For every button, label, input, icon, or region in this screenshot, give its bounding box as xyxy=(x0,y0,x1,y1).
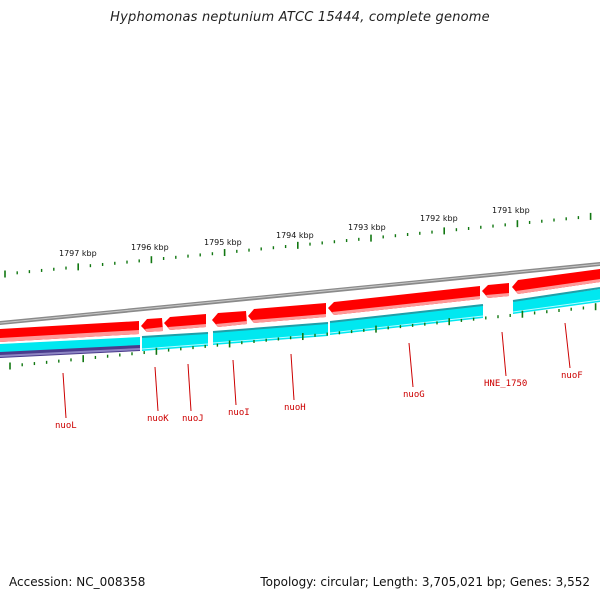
kbp-label: 1797 kbp xyxy=(59,249,97,258)
gene-arrow-nuoF[interactable] xyxy=(512,269,600,294)
kbp-label: 1794 kbp xyxy=(276,231,314,240)
gene-leader-lines xyxy=(62,322,571,419)
gene-label-nuoI[interactable]: nuoI xyxy=(228,408,250,418)
kbp-label-group: 1797 kbp 1796 kbp 1795 kbp 1794 kbp 1793… xyxy=(59,206,530,258)
kbp-label: 1793 kbp xyxy=(348,223,386,232)
scale-tick-track-lower xyxy=(9,303,597,370)
leader-line-nuoL xyxy=(62,372,67,419)
leader-line-nuoJ xyxy=(187,363,192,412)
leader-line-nuoH xyxy=(290,353,295,401)
gene-arrow-nuoG-shade xyxy=(332,296,480,315)
gene-arrow-nuoJ-shade xyxy=(168,324,206,330)
gene-arrow-HNE_1750-shade xyxy=(486,293,509,298)
leader-line-nuoF xyxy=(564,322,571,369)
cds-segment xyxy=(142,333,208,351)
leader-line-nuoG xyxy=(408,342,414,388)
cds-segment xyxy=(513,289,600,314)
cds-segment xyxy=(330,305,483,335)
purple-track-highlight xyxy=(0,348,140,357)
accession-text: Accession: NC_008358 xyxy=(9,575,146,589)
gene-arrow-nuoF-shade xyxy=(516,279,600,294)
genome-backbone-highlight xyxy=(0,263,600,324)
kbp-label: 1792 kbp xyxy=(420,214,458,223)
gene-arrow-nuoH-shade xyxy=(252,314,326,323)
cds-track-cyan xyxy=(0,287,600,354)
cds-edge xyxy=(141,332,209,338)
cds-edge xyxy=(512,287,600,302)
gene-arrow-nuoG[interactable] xyxy=(328,286,480,315)
gene-arrow-nuoL-shade xyxy=(0,330,139,342)
cds-segment xyxy=(213,323,328,345)
gene-arrow-nuoI-shade xyxy=(216,321,247,327)
gene-label-nuoH[interactable]: nuoH xyxy=(284,403,306,413)
kbp-label: 1791 kbp xyxy=(492,206,530,215)
genome-summary-text: Topology: circular; Length: 3,705,021 bp… xyxy=(260,575,590,589)
map-title: Hyphomonas neptunium ATCC 15444, complet… xyxy=(110,10,490,25)
cds-edge xyxy=(329,304,484,323)
gene-arrow-nuoK-shade xyxy=(145,327,163,332)
gene-label-nuoF[interactable]: nuoF xyxy=(561,371,583,381)
gene-track-red xyxy=(0,269,600,342)
cds-segment xyxy=(0,337,140,354)
kbp-label: 1795 kbp xyxy=(204,238,242,247)
gene-label-HNE_1750[interactable]: HNE_1750 xyxy=(484,379,527,389)
leader-line-HNE_1750 xyxy=(501,331,507,377)
kbp-label: 1796 kbp xyxy=(131,243,169,252)
leader-line-nuoK xyxy=(154,366,159,412)
gene-label-group: nuoL nuoK nuoJ nuoI nuoH nuoG HNE_1750 n… xyxy=(55,371,583,431)
gene-label-nuoK[interactable]: nuoK xyxy=(147,414,169,424)
leader-line-nuoI xyxy=(232,359,237,406)
gene-label-nuoJ[interactable]: nuoJ xyxy=(182,414,204,424)
gene-label-nuoG[interactable]: nuoG xyxy=(403,390,425,400)
cds-edge-lower xyxy=(141,299,600,350)
cds-edge xyxy=(212,322,329,333)
gene-label-nuoL[interactable]: nuoL xyxy=(55,421,77,431)
scale-tick-track xyxy=(4,212,592,278)
